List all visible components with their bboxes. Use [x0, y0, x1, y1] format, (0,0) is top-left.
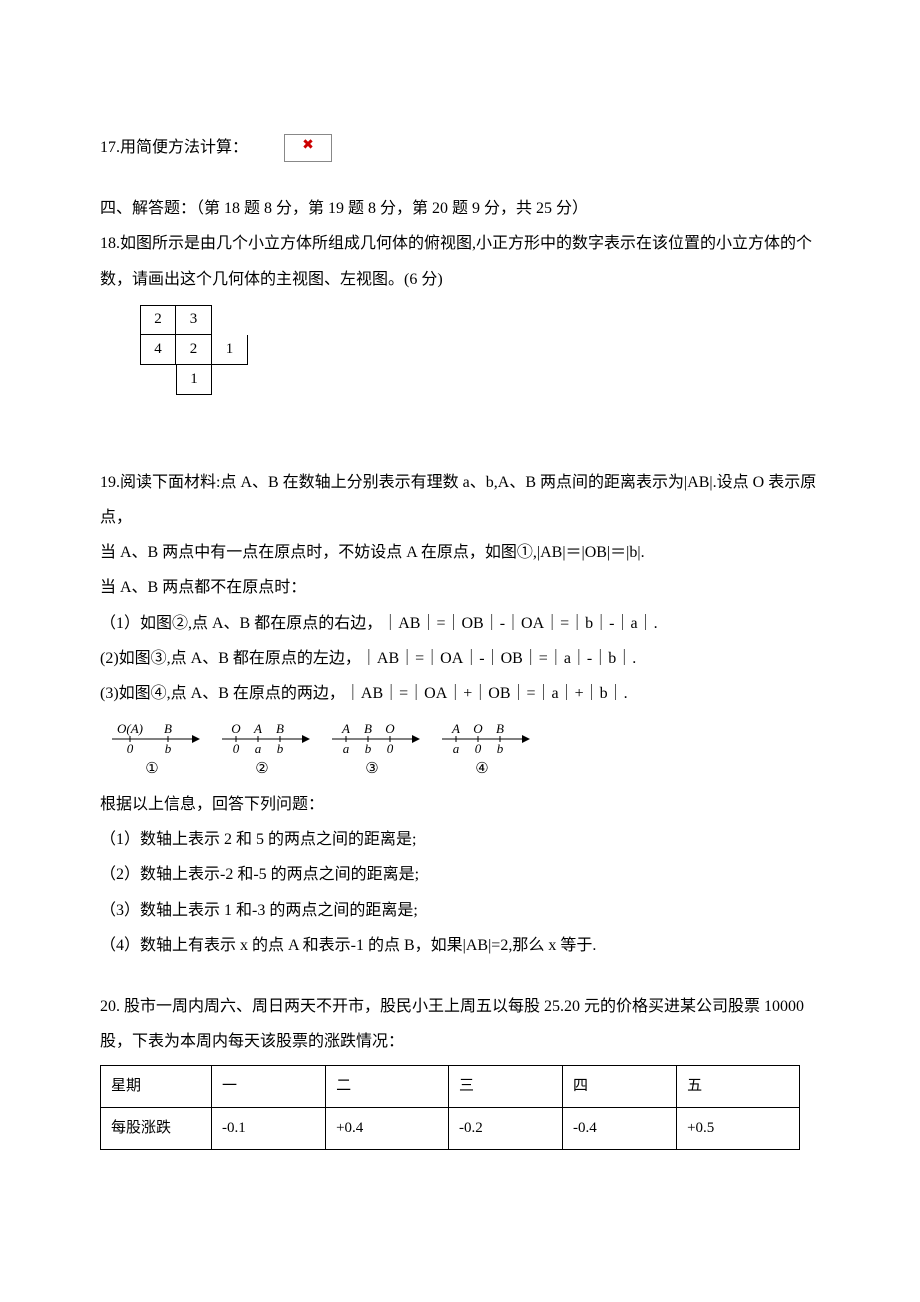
svg-text:O: O	[473, 721, 483, 736]
svg-text:0: 0	[127, 741, 134, 756]
stock-table-data-cell: -0.1	[212, 1108, 326, 1150]
q19-sub4: （4）数轴上有表示 x 的点 A 和表示-1 的点 B，如果|AB|=2,那么 …	[100, 928, 820, 963]
q18-grid-cell: 1	[212, 335, 248, 365]
stock-table-row-label: 每股涨跌	[101, 1108, 212, 1150]
broken-image-icon	[284, 134, 332, 162]
q19-intro: 19.阅读下面材料:点 A、B 在数轴上分别表示有理数 a、b,A、B 两点间的…	[100, 465, 820, 535]
q19-c3: (3)如图④,点 A、B 在原点的两边，｜AB｜=｜OA｜+｜OB｜=｜a｜+｜…	[100, 676, 820, 711]
stock-table-header-cell: 一	[212, 1066, 326, 1108]
question-20-text: 20. 股市一周内周六、周日两天不开市，股民小王上周五以每股 25.20 元的价…	[100, 989, 820, 1059]
svg-text:0: 0	[233, 741, 240, 756]
svg-text:②: ②	[255, 761, 268, 777]
svg-text:O: O	[231, 721, 241, 736]
stock-table-data-cell: +0.4	[326, 1108, 449, 1150]
q18-grid-cell: 4	[140, 335, 176, 365]
spacer	[100, 395, 820, 465]
svg-text:B: B	[364, 721, 372, 736]
svg-text:0: 0	[475, 741, 482, 756]
svg-text:④: ④	[475, 761, 488, 777]
svg-text:B: B	[496, 721, 504, 736]
q18-grid-cell: 2	[140, 305, 176, 335]
svg-text:b: b	[365, 741, 372, 756]
q19-c1: （1）如图②,点 A、B 都在原点的右边，｜AB｜=｜OB｜-｜OA｜=｜b｜-…	[100, 606, 820, 641]
stock-table-header-cell: 星期	[101, 1066, 212, 1108]
svg-text:a: a	[453, 741, 460, 756]
stock-table-header-cell: 三	[448, 1066, 562, 1108]
q19-sub2: （2）数轴上表示-2 和-5 的两点之间的距离是;	[100, 857, 820, 892]
stock-table-header-cell: 二	[326, 1066, 449, 1108]
q18-grid-cell	[140, 365, 176, 395]
q18-grid-cell: 2	[176, 335, 212, 365]
q18-grid-cell	[212, 365, 248, 395]
q19-number-line-diagram: O(A)B0b①OAB0ab②ABOab0③AOBa0b④	[104, 719, 820, 779]
q19-case-origin: 当 A、B 两点中有一点在原点时，不妨设点 A 在原点，如图①,|AB|＝|OB…	[100, 535, 820, 570]
svg-text:a: a	[343, 741, 350, 756]
stock-table-header-cell: 五	[677, 1066, 800, 1108]
q20-stock-table: 星期一二三四五每股涨跌-0.1+0.4-0.2-0.4+0.5	[100, 1065, 800, 1150]
svg-text:A: A	[451, 721, 460, 736]
q19-followup-heading: 根据以上信息，回答下列问题：	[100, 787, 820, 822]
q18-grid-cell: 1	[176, 365, 212, 395]
svg-text:B: B	[276, 721, 284, 736]
svg-text:O(A): O(A)	[117, 721, 143, 736]
svg-text:A: A	[253, 721, 262, 736]
q18-grid: 234211	[140, 305, 820, 395]
q17-label: 17.用简便方法计算：	[100, 130, 248, 165]
question-17: 17.用简便方法计算：	[100, 130, 820, 165]
svg-text:b: b	[165, 741, 172, 756]
spacer	[100, 963, 820, 989]
svg-text:a: a	[255, 741, 262, 756]
q19-case-none: 当 A、B 两点都不在原点时：	[100, 570, 820, 605]
q19-sub1: （1）数轴上表示 2 和 5 的两点之间的距离是;	[100, 822, 820, 857]
stock-table-data-cell: +0.5	[677, 1108, 800, 1150]
q18-grid-cell	[212, 305, 248, 335]
svg-text:b: b	[497, 741, 504, 756]
stock-table-header-cell: 四	[563, 1066, 677, 1108]
svg-text:0: 0	[387, 741, 394, 756]
svg-text:①: ①	[145, 761, 158, 777]
stock-table-data-cell: -0.4	[563, 1108, 677, 1150]
svg-text:B: B	[164, 721, 172, 736]
q18-grid-cell: 3	[176, 305, 212, 335]
svg-text:③: ③	[365, 761, 378, 777]
section-4-heading: 四、解答题：（第 18 题 8 分，第 19 题 8 分，第 20 题 9 分，…	[100, 191, 820, 226]
question-18-text: 18.如图所示是由几个小立方体所组成几何体的俯视图,小正方形中的数字表示在该位置…	[100, 226, 820, 296]
stock-table-data-cell: -0.2	[448, 1108, 562, 1150]
svg-text:A: A	[341, 721, 350, 736]
spacer	[100, 165, 820, 191]
svg-text:b: b	[277, 741, 284, 756]
q19-c2: (2)如图③,点 A、B 都在原点的左边，｜AB｜=｜OA｜-｜OB｜=｜a｜-…	[100, 641, 820, 676]
q19-sub3: （3）数轴上表示 1 和-3 的两点之间的距离是;	[100, 893, 820, 928]
svg-text:O: O	[385, 721, 395, 736]
